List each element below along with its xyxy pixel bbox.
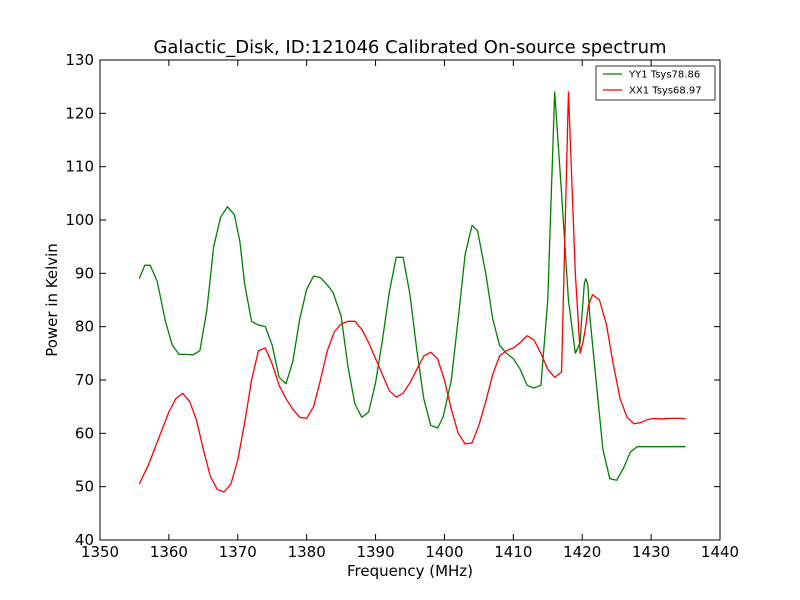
y-tick-label: 70 [75,371,94,389]
chart-title: Galactic_Disk, ID:121046 Calibrated On-s… [153,37,666,58]
x-tick-label: 1350 [81,543,119,561]
x-tick-label: 1410 [494,543,532,561]
series-layer [138,91,686,493]
y-tick-label: 50 [75,478,94,496]
series-line-yy1 [138,91,686,481]
x-tick-label: 1370 [219,543,257,561]
y-axis-label: Power in Kelvin [43,243,61,357]
legend-entry-yy1: YY1 Tsys78.86 [628,70,700,81]
y-axis: 40 50 60 70 80 90 100 110 120 130 [65,51,720,549]
x-tick-label: 1400 [425,543,463,561]
x-tick-label: 1360 [150,543,188,561]
y-tick-label: 110 [65,158,94,176]
legend: YY1 Tsys78.86 XX1 Tsys68.97 [595,65,716,101]
y-tick-label: 40 [75,531,94,549]
x-tick-label: 1380 [288,543,326,561]
series-line-xx1 [138,91,686,493]
y-tick-label: 60 [75,424,94,442]
x-tick-label: 1430 [632,543,670,561]
y-tick-label: 90 [75,264,94,282]
x-axis-label: Frequency (MHz) [347,562,473,580]
x-axis: 1350 1360 1370 1380 1390 1400 1410 1420 1430 1440 [81,60,739,561]
y-tick-label: 100 [65,211,94,229]
x-tick-label: 1390 [356,543,394,561]
y-tick-label: 120 [65,104,94,122]
legend-entry-xx1: XX1 Tsys68.97 [629,86,702,97]
y-tick-label: 80 [75,318,94,336]
plot-frame [99,59,721,541]
x-tick-label: 1440 [701,543,739,561]
x-tick-label: 1420 [563,543,601,561]
legend-box [595,65,716,101]
y-tick-label: 130 [65,51,94,69]
